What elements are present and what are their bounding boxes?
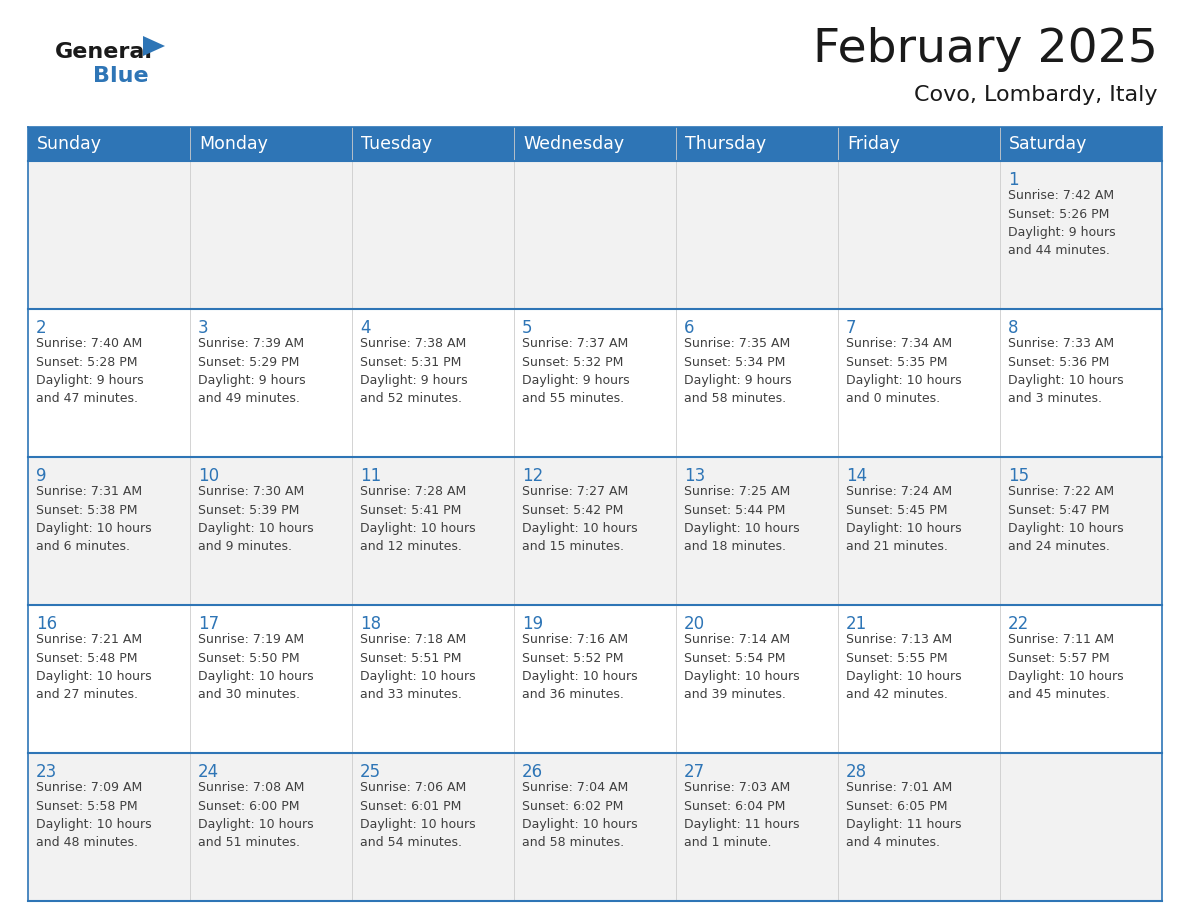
Text: Sunrise: 7:08 AM
Sunset: 6:00 PM
Daylight: 10 hours
and 51 minutes.: Sunrise: 7:08 AM Sunset: 6:00 PM Dayligh… <box>198 781 314 849</box>
Text: Sunrise: 7:25 AM
Sunset: 5:44 PM
Daylight: 10 hours
and 18 minutes.: Sunrise: 7:25 AM Sunset: 5:44 PM Dayligh… <box>684 485 800 554</box>
Text: 27: 27 <box>684 763 706 781</box>
Text: Saturday: Saturday <box>1009 135 1087 153</box>
Text: 4: 4 <box>360 319 371 337</box>
Text: 13: 13 <box>684 467 706 485</box>
Text: 14: 14 <box>846 467 867 485</box>
Text: 16: 16 <box>36 615 57 633</box>
Text: 6: 6 <box>684 319 695 337</box>
Text: Sunrise: 7:33 AM
Sunset: 5:36 PM
Daylight: 10 hours
and 3 minutes.: Sunrise: 7:33 AM Sunset: 5:36 PM Dayligh… <box>1007 337 1124 406</box>
Text: Sunrise: 7:03 AM
Sunset: 6:04 PM
Daylight: 11 hours
and 1 minute.: Sunrise: 7:03 AM Sunset: 6:04 PM Dayligh… <box>684 781 800 849</box>
Text: Sunrise: 7:30 AM
Sunset: 5:39 PM
Daylight: 10 hours
and 9 minutes.: Sunrise: 7:30 AM Sunset: 5:39 PM Dayligh… <box>198 485 314 554</box>
Text: 7: 7 <box>846 319 857 337</box>
Text: 10: 10 <box>198 467 219 485</box>
Text: Sunrise: 7:35 AM
Sunset: 5:34 PM
Daylight: 9 hours
and 58 minutes.: Sunrise: 7:35 AM Sunset: 5:34 PM Dayligh… <box>684 337 791 406</box>
Text: Sunrise: 7:13 AM
Sunset: 5:55 PM
Daylight: 10 hours
and 42 minutes.: Sunrise: 7:13 AM Sunset: 5:55 PM Dayligh… <box>846 633 961 701</box>
Text: Sunrise: 7:40 AM
Sunset: 5:28 PM
Daylight: 9 hours
and 47 minutes.: Sunrise: 7:40 AM Sunset: 5:28 PM Dayligh… <box>36 337 144 406</box>
Text: Sunrise: 7:01 AM
Sunset: 6:05 PM
Daylight: 11 hours
and 4 minutes.: Sunrise: 7:01 AM Sunset: 6:05 PM Dayligh… <box>846 781 961 849</box>
Text: Monday: Monday <box>200 135 267 153</box>
Text: 21: 21 <box>846 615 867 633</box>
Text: 20: 20 <box>684 615 706 633</box>
Polygon shape <box>143 36 165 56</box>
Text: Thursday: Thursday <box>685 135 766 153</box>
Text: 26: 26 <box>522 763 543 781</box>
Bar <box>29 161 1162 309</box>
Text: 8: 8 <box>1007 319 1018 337</box>
Text: 23: 23 <box>36 763 57 781</box>
Text: Sunrise: 7:21 AM
Sunset: 5:48 PM
Daylight: 10 hours
and 27 minutes.: Sunrise: 7:21 AM Sunset: 5:48 PM Dayligh… <box>36 633 152 701</box>
Text: 1: 1 <box>1007 171 1018 189</box>
Text: Sunrise: 7:16 AM
Sunset: 5:52 PM
Daylight: 10 hours
and 36 minutes.: Sunrise: 7:16 AM Sunset: 5:52 PM Dayligh… <box>522 633 638 701</box>
Text: Sunrise: 7:31 AM
Sunset: 5:38 PM
Daylight: 10 hours
and 6 minutes.: Sunrise: 7:31 AM Sunset: 5:38 PM Dayligh… <box>36 485 152 554</box>
Text: Sunrise: 7:39 AM
Sunset: 5:29 PM
Daylight: 9 hours
and 49 minutes.: Sunrise: 7:39 AM Sunset: 5:29 PM Dayligh… <box>198 337 305 406</box>
Text: 22: 22 <box>1007 615 1029 633</box>
Text: Sunrise: 7:09 AM
Sunset: 5:58 PM
Daylight: 10 hours
and 48 minutes.: Sunrise: 7:09 AM Sunset: 5:58 PM Dayligh… <box>36 781 152 849</box>
Text: 12: 12 <box>522 467 543 485</box>
Text: Sunrise: 7:42 AM
Sunset: 5:26 PM
Daylight: 9 hours
and 44 minutes.: Sunrise: 7:42 AM Sunset: 5:26 PM Dayligh… <box>1007 189 1116 258</box>
Text: 3: 3 <box>198 319 209 337</box>
Text: Sunrise: 7:27 AM
Sunset: 5:42 PM
Daylight: 10 hours
and 15 minutes.: Sunrise: 7:27 AM Sunset: 5:42 PM Dayligh… <box>522 485 638 554</box>
Text: February 2025: February 2025 <box>813 28 1158 73</box>
Text: Sunrise: 7:28 AM
Sunset: 5:41 PM
Daylight: 10 hours
and 12 minutes.: Sunrise: 7:28 AM Sunset: 5:41 PM Dayligh… <box>360 485 475 554</box>
Text: Sunrise: 7:04 AM
Sunset: 6:02 PM
Daylight: 10 hours
and 58 minutes.: Sunrise: 7:04 AM Sunset: 6:02 PM Dayligh… <box>522 781 638 849</box>
Text: General: General <box>55 42 153 62</box>
Text: Sunrise: 7:34 AM
Sunset: 5:35 PM
Daylight: 10 hours
and 0 minutes.: Sunrise: 7:34 AM Sunset: 5:35 PM Dayligh… <box>846 337 961 406</box>
Text: Sunrise: 7:06 AM
Sunset: 6:01 PM
Daylight: 10 hours
and 54 minutes.: Sunrise: 7:06 AM Sunset: 6:01 PM Dayligh… <box>360 781 475 849</box>
Text: 17: 17 <box>198 615 219 633</box>
Text: 18: 18 <box>360 615 381 633</box>
Text: Sunrise: 7:19 AM
Sunset: 5:50 PM
Daylight: 10 hours
and 30 minutes.: Sunrise: 7:19 AM Sunset: 5:50 PM Dayligh… <box>198 633 314 701</box>
Text: 15: 15 <box>1007 467 1029 485</box>
Text: Sunrise: 7:24 AM
Sunset: 5:45 PM
Daylight: 10 hours
and 21 minutes.: Sunrise: 7:24 AM Sunset: 5:45 PM Dayligh… <box>846 485 961 554</box>
Text: 25: 25 <box>360 763 381 781</box>
Text: Sunday: Sunday <box>37 135 102 153</box>
Bar <box>29 127 1162 161</box>
Text: Blue: Blue <box>93 66 148 86</box>
Text: 2: 2 <box>36 319 46 337</box>
Bar <box>29 753 1162 901</box>
Text: Sunrise: 7:14 AM
Sunset: 5:54 PM
Daylight: 10 hours
and 39 minutes.: Sunrise: 7:14 AM Sunset: 5:54 PM Dayligh… <box>684 633 800 701</box>
Text: Sunrise: 7:22 AM
Sunset: 5:47 PM
Daylight: 10 hours
and 24 minutes.: Sunrise: 7:22 AM Sunset: 5:47 PM Dayligh… <box>1007 485 1124 554</box>
Text: Sunrise: 7:38 AM
Sunset: 5:31 PM
Daylight: 9 hours
and 52 minutes.: Sunrise: 7:38 AM Sunset: 5:31 PM Dayligh… <box>360 337 468 406</box>
Text: 9: 9 <box>36 467 46 485</box>
Text: 28: 28 <box>846 763 867 781</box>
Text: Sunrise: 7:11 AM
Sunset: 5:57 PM
Daylight: 10 hours
and 45 minutes.: Sunrise: 7:11 AM Sunset: 5:57 PM Dayligh… <box>1007 633 1124 701</box>
Text: Wednesday: Wednesday <box>523 135 624 153</box>
Text: 11: 11 <box>360 467 381 485</box>
Bar <box>29 605 1162 753</box>
Text: Friday: Friday <box>847 135 899 153</box>
Text: Covo, Lombardy, Italy: Covo, Lombardy, Italy <box>915 85 1158 105</box>
Text: 5: 5 <box>522 319 532 337</box>
Text: 24: 24 <box>198 763 219 781</box>
Bar <box>29 457 1162 605</box>
Text: Sunrise: 7:18 AM
Sunset: 5:51 PM
Daylight: 10 hours
and 33 minutes.: Sunrise: 7:18 AM Sunset: 5:51 PM Dayligh… <box>360 633 475 701</box>
Text: 19: 19 <box>522 615 543 633</box>
Bar <box>29 309 1162 457</box>
Text: Tuesday: Tuesday <box>361 135 432 153</box>
Text: Sunrise: 7:37 AM
Sunset: 5:32 PM
Daylight: 9 hours
and 55 minutes.: Sunrise: 7:37 AM Sunset: 5:32 PM Dayligh… <box>522 337 630 406</box>
